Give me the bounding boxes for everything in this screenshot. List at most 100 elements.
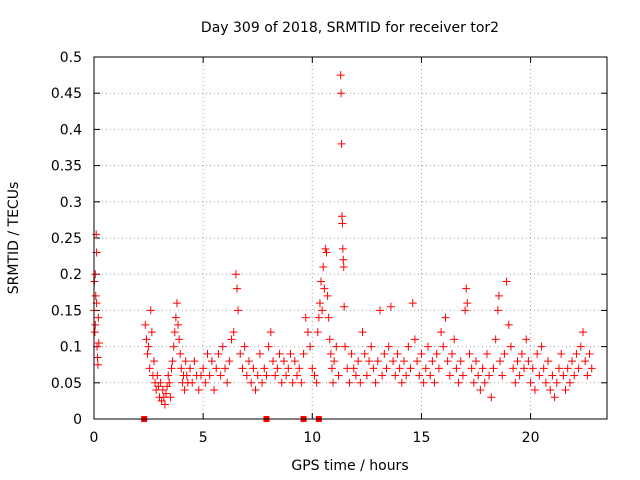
data-point bbox=[526, 378, 535, 387]
data-point bbox=[322, 248, 331, 257]
data-point bbox=[476, 386, 485, 395]
data-point bbox=[190, 357, 199, 366]
data-point bbox=[91, 320, 100, 329]
x-tick-label: 5 bbox=[199, 430, 208, 446]
y-tick-label: 0.45 bbox=[51, 86, 82, 102]
data-point bbox=[474, 371, 483, 380]
data-point bbox=[201, 378, 210, 387]
y-tick-label: 0.25 bbox=[51, 231, 82, 247]
data-point bbox=[181, 357, 190, 366]
data-point bbox=[430, 378, 439, 387]
data-point bbox=[478, 364, 487, 373]
data-point bbox=[339, 255, 348, 264]
data-point bbox=[371, 378, 380, 387]
plot-frame bbox=[93, 56, 608, 420]
data-point bbox=[338, 244, 347, 253]
data-point bbox=[282, 371, 291, 380]
data-point bbox=[180, 386, 189, 395]
data-point bbox=[199, 364, 208, 373]
data-point bbox=[337, 212, 346, 221]
data-point bbox=[147, 328, 156, 337]
data-point bbox=[576, 342, 585, 351]
data-point bbox=[240, 342, 249, 351]
data-point bbox=[489, 364, 498, 373]
data-point bbox=[234, 306, 243, 315]
data-point bbox=[498, 371, 507, 380]
data-point bbox=[351, 371, 360, 380]
data-point bbox=[321, 244, 330, 253]
data-point bbox=[533, 349, 542, 358]
data-point bbox=[358, 328, 367, 337]
data-point bbox=[319, 262, 328, 271]
data-point bbox=[266, 328, 275, 337]
data-point bbox=[367, 342, 376, 351]
data-point bbox=[156, 378, 165, 387]
data-point bbox=[528, 364, 537, 373]
data-point bbox=[500, 349, 509, 358]
data-point bbox=[329, 378, 338, 387]
data-point bbox=[421, 364, 430, 373]
data-point bbox=[168, 357, 177, 366]
data-point bbox=[306, 342, 315, 351]
data-point bbox=[428, 357, 437, 366]
data-point bbox=[391, 371, 400, 380]
data-point bbox=[214, 349, 223, 358]
data-point bbox=[158, 386, 167, 395]
data-point bbox=[338, 219, 347, 228]
data-point bbox=[415, 371, 424, 380]
data-point bbox=[275, 349, 284, 358]
data-point bbox=[330, 357, 339, 366]
data-point bbox=[578, 328, 587, 337]
data-point bbox=[513, 357, 522, 366]
data-point bbox=[312, 378, 321, 387]
data-point bbox=[251, 386, 260, 395]
data-point bbox=[434, 364, 443, 373]
data-point bbox=[315, 299, 324, 308]
data-point bbox=[502, 277, 511, 286]
data-point bbox=[318, 306, 327, 315]
data-point bbox=[439, 342, 448, 351]
data-point bbox=[143, 349, 152, 358]
data-point bbox=[347, 349, 356, 358]
data-point bbox=[341, 342, 350, 351]
data-point bbox=[382, 364, 391, 373]
data-point bbox=[186, 364, 195, 373]
data-point bbox=[163, 382, 172, 391]
x-axis-label: GPS time / hours bbox=[291, 458, 408, 474]
data-point bbox=[314, 313, 323, 322]
data-point bbox=[445, 371, 454, 380]
data-point bbox=[279, 357, 288, 366]
data-point bbox=[530, 386, 539, 395]
data-point bbox=[169, 342, 178, 351]
data-point bbox=[450, 335, 459, 344]
data-point bbox=[196, 371, 205, 380]
data-point bbox=[384, 342, 393, 351]
data-point bbox=[369, 364, 378, 373]
data-point bbox=[194, 386, 203, 395]
data-point bbox=[386, 302, 395, 311]
data-point bbox=[454, 378, 463, 387]
data-point bbox=[203, 349, 212, 358]
data-point bbox=[378, 371, 387, 380]
data-point bbox=[572, 349, 581, 358]
data-point bbox=[546, 386, 555, 395]
data-point bbox=[164, 371, 173, 380]
data-point bbox=[472, 357, 481, 366]
data-point bbox=[94, 313, 103, 322]
data-point bbox=[308, 364, 317, 373]
data-point bbox=[264, 342, 273, 351]
data-point bbox=[167, 364, 176, 373]
data-point bbox=[247, 378, 256, 387]
data-point bbox=[273, 364, 282, 373]
data-point bbox=[389, 357, 398, 366]
data-point bbox=[509, 364, 518, 373]
data-point bbox=[244, 357, 253, 366]
y-tick-label: 0.1 bbox=[60, 340, 82, 356]
data-point bbox=[443, 357, 452, 366]
data-point bbox=[554, 364, 563, 373]
data-point bbox=[332, 342, 341, 351]
data-point bbox=[182, 371, 191, 380]
data-point bbox=[232, 284, 241, 293]
data-point bbox=[258, 378, 267, 387]
data-point bbox=[399, 357, 408, 366]
